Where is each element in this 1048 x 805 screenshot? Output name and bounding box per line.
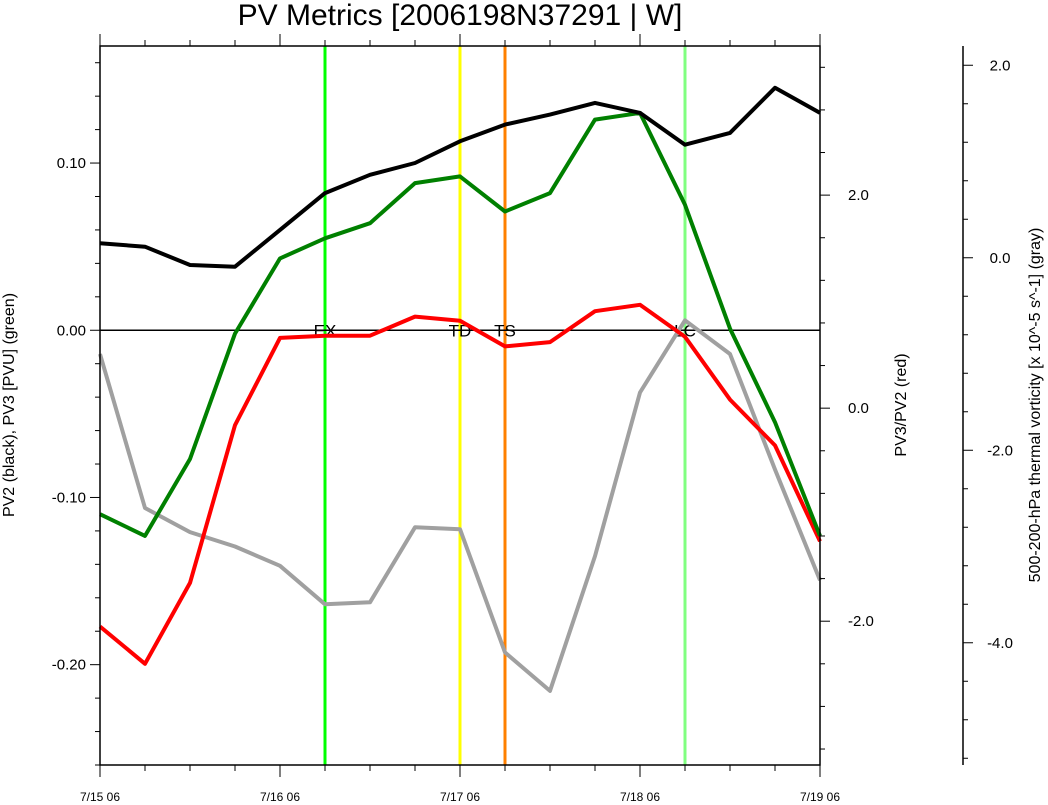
right-tick-label: 2.0 xyxy=(990,57,1011,74)
chart-title: PV Metrics [2006198N37291 | W] xyxy=(238,0,683,32)
right-axis-title: 500-200-hPa thermal vorticity [x 10^-5 s… xyxy=(1027,228,1044,583)
left-tick-label: 0.10 xyxy=(57,155,86,172)
middle-tick-label: 2.0 xyxy=(848,187,869,204)
left-tick-label: 0.00 xyxy=(57,322,86,339)
pv2-series-line xyxy=(99,85,821,269)
left-tick-label: -0.20 xyxy=(52,657,86,674)
x-tick-label: 7/17 06 xyxy=(440,790,480,804)
middle-tick-label: -2.0 xyxy=(848,613,874,630)
right-tick-label: 0.0 xyxy=(990,250,1011,267)
pv3-pv2-ratio-series-line xyxy=(98,302,822,666)
right-tick-label: -2.0 xyxy=(987,442,1013,459)
left-axis-title: PV2 (black), PV3 [PVU] (green) xyxy=(1,293,18,517)
x-tick-label: 7/18 06 xyxy=(620,790,660,804)
event-label-ts: TS xyxy=(494,321,516,340)
right-tick-label: -4.0 xyxy=(987,635,1013,652)
x-tick-label: 7/16 06 xyxy=(260,790,300,804)
x-tick-label: 7/15 06 xyxy=(80,790,120,804)
axes: 0.10 0.00 -0.10 -0.20 2.0 0.0 -2.0 2.0 0.0 -2.0 -4… xyxy=(52,34,1013,804)
thermal-vorticity-series-line xyxy=(98,318,822,693)
x-tick-label: 7/19 06 xyxy=(800,790,840,804)
middle-tick-label: 0.0 xyxy=(848,400,869,417)
pv3-series-line xyxy=(99,110,822,538)
left-tick-label: -0.10 xyxy=(52,489,86,506)
middle-axis-title: PV3/PV2 (red) xyxy=(893,353,910,456)
plot-area: EX TD TS LC xyxy=(98,46,822,765)
